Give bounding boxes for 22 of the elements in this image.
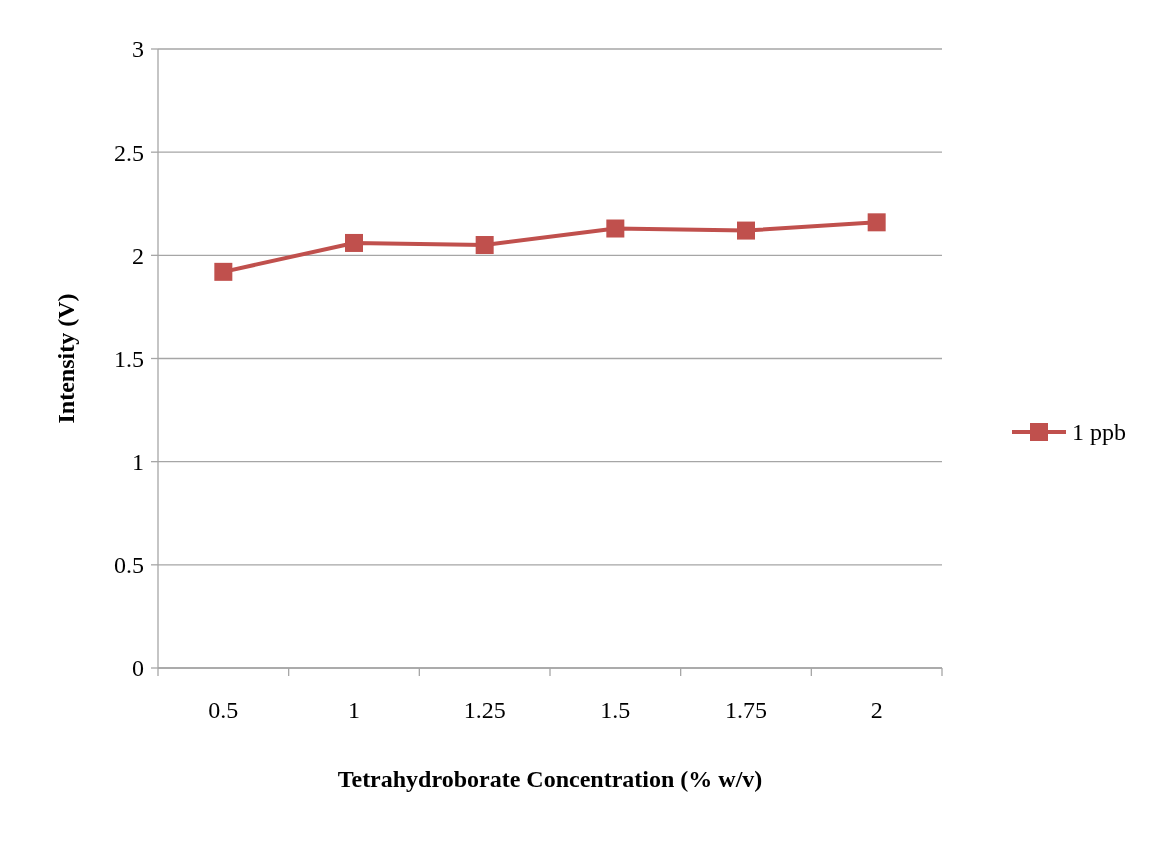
legend-label: 1 ppb	[1072, 419, 1126, 446]
point	[345, 233, 363, 252]
point	[475, 236, 494, 255]
x-tick-label: 1.75	[725, 697, 767, 723]
y-tick-label: 0	[132, 655, 144, 682]
x-tick-label: 1	[348, 697, 360, 723]
point	[214, 262, 233, 281]
x-tick-label: 1.5	[600, 697, 631, 723]
point	[606, 219, 625, 238]
point	[737, 221, 755, 240]
y-tick-label: 2.5	[114, 139, 144, 166]
y-tick-label: 3	[132, 36, 144, 63]
x-tick-label: 1.25	[463, 697, 506, 723]
point	[867, 213, 886, 232]
y-tick-label: 2	[132, 242, 144, 269]
x-tick-label: 0.5	[208, 697, 239, 723]
x-tick-label: 2	[870, 697, 883, 723]
x-axis-title: Tetrahydroborate Concentration (% w/v)	[337, 766, 763, 792]
y-axis-title: Intensity (V)	[53, 293, 79, 424]
y-tick-label: 1.5	[114, 345, 144, 372]
y-tick-label: 1	[132, 449, 144, 476]
y-tick-label: 0.5	[114, 552, 144, 579]
